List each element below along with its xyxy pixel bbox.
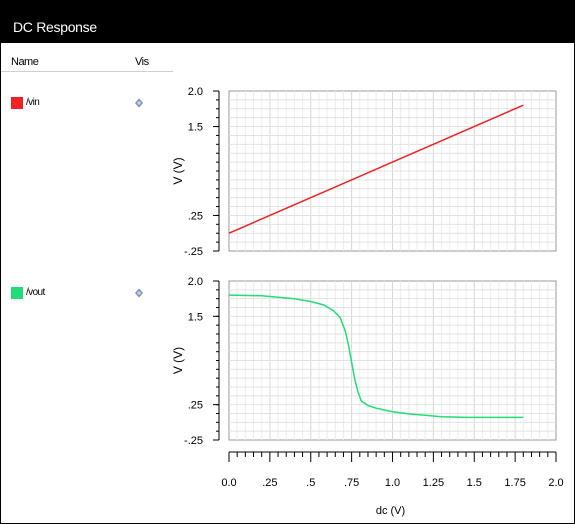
eye-icon[interactable] xyxy=(134,288,144,298)
signal-name: /vin xyxy=(26,97,40,108)
x-tick-label: 1.0 xyxy=(385,477,400,489)
signal-name: /vout xyxy=(26,287,45,298)
series-line-vin xyxy=(228,104,524,234)
title-bar: DC Response xyxy=(1,1,574,43)
y-tick-label: -.25 xyxy=(184,435,203,447)
x-tick-label: .75 xyxy=(344,477,359,489)
y-tick-label: .25 xyxy=(188,400,203,412)
grid xyxy=(229,281,556,440)
y-axis-label: V (V) xyxy=(171,157,185,184)
header-divider xyxy=(1,71,173,72)
series-line-vout xyxy=(228,294,524,419)
y-tick-label: 1.5 xyxy=(188,122,203,134)
name-column-header: Name xyxy=(11,56,39,68)
y-tick-label: -.25 xyxy=(184,246,203,258)
y-tick-label: 2.0 xyxy=(188,86,203,98)
signal-row-vout[interactable]: /vout xyxy=(1,287,173,307)
x-axis-label: dc (V) xyxy=(376,505,405,517)
signal-color-swatch xyxy=(11,97,23,109)
y-tick-label: .25 xyxy=(188,210,203,222)
y-tick-label: 1.5 xyxy=(188,311,203,323)
grid xyxy=(229,91,556,251)
y-tick-label: 2.0 xyxy=(188,276,203,288)
x-tick-label: .25 xyxy=(262,477,277,489)
plot-area: 2.0 1.5 .25 -.25 V (V) 2.0 1.5 .25 -.25 V (V) 0.0.… xyxy=(171,86,564,517)
x-tick-label: 0.0 xyxy=(221,477,236,489)
window-title: DC Response xyxy=(13,19,97,35)
x-tick-label: 1.75 xyxy=(504,477,525,489)
x-tick-label: 2.0 xyxy=(548,477,563,489)
x-tick-label: .5 xyxy=(306,477,315,489)
vis-column-header: Vis xyxy=(135,56,149,68)
x-tick-label: 1.25 xyxy=(423,477,444,489)
y-axis-label: V (V) xyxy=(171,347,185,374)
signal-color-swatch xyxy=(11,287,23,299)
signal-row-vin[interactable]: /vin xyxy=(1,97,173,117)
x-tick-label: 1.5 xyxy=(467,477,482,489)
eye-icon[interactable] xyxy=(134,98,144,108)
